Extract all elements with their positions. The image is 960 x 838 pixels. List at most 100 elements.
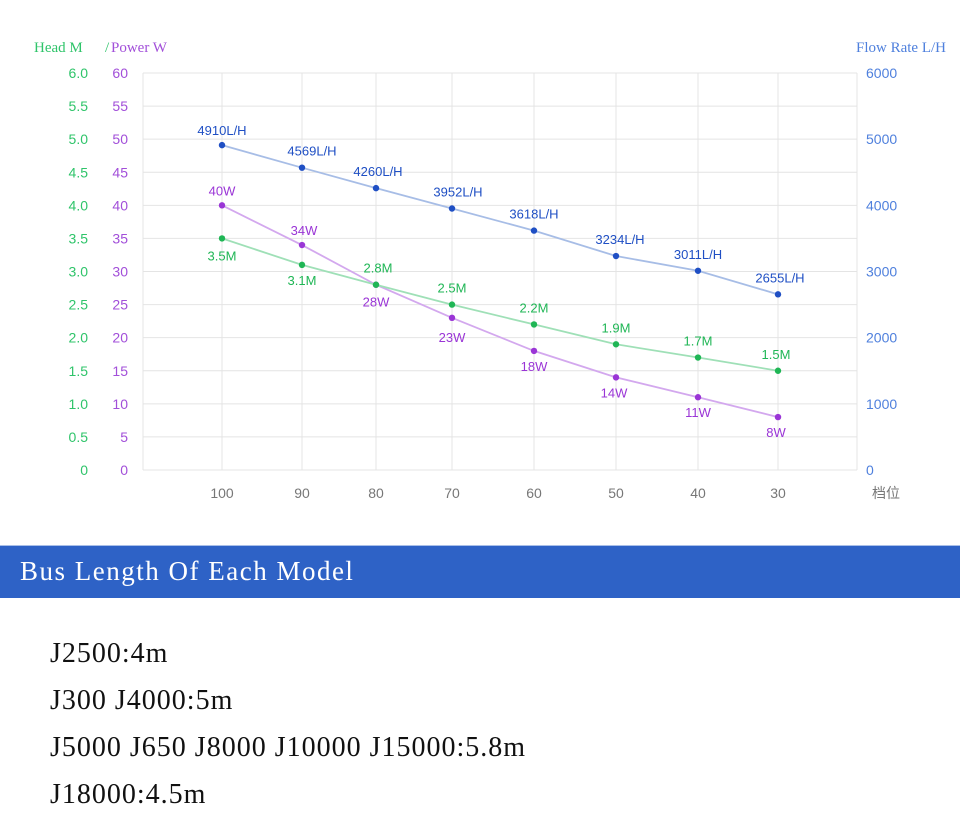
power-data-point	[448, 314, 456, 322]
power-series-line	[221, 204, 779, 418]
head-data-label: 2.5M	[438, 281, 467, 296]
section-title: Bus Length Of Each Model	[20, 556, 355, 586]
right-axis-title: Flow Rate L/H	[856, 40, 946, 56]
power-data-point	[774, 413, 782, 421]
flow-data-label: 3011L/H	[674, 247, 722, 262]
head-data-point	[448, 301, 456, 308]
power-data-label: 28W	[363, 295, 390, 310]
power-tick-label: 10	[112, 396, 128, 412]
chart-series: 4910L/H 4569L/H 4260L/H 3952L/H 3618L/H 3234L…	[197, 123, 804, 440]
power-data-point	[530, 347, 538, 355]
head-data-label: 1.5M	[762, 347, 791, 362]
flow-data-point	[774, 291, 782, 298]
power-tick-label: 15	[112, 363, 128, 379]
flow-data-label: 4569L/H	[287, 144, 336, 159]
power-data-label: 14W	[601, 385, 628, 400]
left-axis-title-head: Head M	[34, 40, 83, 56]
x-tick-label: 100	[210, 485, 234, 501]
head-tick-label: 2.5	[69, 297, 89, 313]
flow-data-point	[372, 184, 380, 192]
head-data-point	[694, 354, 702, 361]
head-tick-label: 5.5	[69, 98, 89, 114]
flow-data-point	[448, 205, 456, 212]
x-tick-label: 40	[690, 485, 706, 501]
list-item: J300 J4000:5m	[50, 685, 234, 716]
flow-data-point	[298, 164, 306, 171]
head-data-point	[372, 281, 380, 288]
x-tick-label: 60	[526, 485, 542, 501]
head-data-label: 1.7M	[684, 334, 713, 349]
list-item: J2500:4m	[50, 638, 169, 669]
head-data-label: 3.5M	[208, 248, 237, 263]
flow-data-point	[694, 267, 702, 274]
flow-tick-label: 1000	[866, 396, 897, 412]
power-data-label: 11W	[685, 405, 711, 420]
flow-series: 4910L/H 4569L/H 4260L/H 3952L/H 3618L/H 3234L…	[197, 123, 805, 298]
head-tick-label: 1.5	[69, 363, 89, 379]
model-bus-length-list: J2500:4m J300 J4000:5m J5000 J650 J8000 …	[50, 630, 526, 818]
x-unit-label: 档位	[872, 485, 900, 501]
head-data-point	[530, 321, 538, 328]
head-tick-label: 6.0	[69, 65, 89, 81]
x-tick-label: 50	[608, 485, 624, 501]
head-tick-label: 4.0	[69, 197, 89, 213]
flow-data-label: 2655L/H	[755, 270, 804, 285]
head-tick-label: 3.5	[69, 230, 89, 246]
flow-data-point	[612, 252, 620, 260]
power-data-label: 40W	[209, 183, 236, 198]
flow-tick-label: 6000	[866, 65, 897, 81]
head-tick-label: 5.0	[69, 131, 89, 147]
list-item: J18000:4.5m	[50, 779, 207, 810]
x-tick-label: 30	[770, 485, 786, 501]
power-data-label: 18W	[521, 359, 548, 374]
power-tick-label: 50	[112, 131, 128, 147]
head-series-line	[221, 237, 779, 372]
flow-data-point	[218, 141, 226, 149]
power-data-label: 23W	[439, 330, 466, 345]
flow-data-label: 4260L/H	[353, 164, 402, 179]
power-tick-label: 55	[112, 98, 128, 114]
head-data-label: 1.9M	[602, 320, 631, 335]
power-series: 40W 34W 28W 23W 18W 14W 11W 8W	[209, 183, 787, 440]
head-data-label: 2.8M	[364, 261, 393, 276]
flow-data-label: 3618L/H	[509, 207, 558, 222]
x-tick-label: 70	[444, 485, 460, 501]
x-tick-label: 90	[294, 485, 310, 501]
head-data-point	[774, 367, 782, 374]
head-data-label: 2.2M	[520, 300, 549, 315]
head-tick-label: 2.0	[69, 330, 89, 346]
head-data-point	[218, 235, 226, 242]
head-tick-label: 4.5	[69, 164, 89, 180]
power-tick-label: 0	[120, 462, 128, 478]
flow-series-line	[221, 144, 779, 296]
head-data-label: 3.1M	[288, 273, 317, 288]
power-tick-label: 30	[112, 264, 128, 280]
power-tick-label: 60	[112, 65, 128, 81]
head-tick-label: 0	[80, 462, 88, 478]
x-tick-label: 80	[368, 485, 384, 501]
power-data-point	[612, 374, 620, 381]
left-axis-title-separator: /	[105, 40, 110, 56]
power-tick-label: 5	[120, 429, 128, 445]
flow-data-label: 3234L/H	[595, 232, 644, 247]
power-data-point	[298, 241, 306, 249]
flow-data-label: 4910L/H	[197, 123, 246, 138]
head-data-point	[298, 261, 306, 269]
flow-data-point	[530, 227, 538, 234]
chart-canvas: Head M / Power W Flow Rate L/H 6.0 5.5 5.0…	[34, 40, 946, 501]
power-tick-label: 35	[112, 230, 128, 246]
head-tick-label: 0.5	[69, 429, 89, 445]
flow-tick-label: 2000	[866, 330, 897, 346]
chart-grid	[142, 72, 858, 471]
head-data-point	[612, 341, 620, 348]
power-tick-label: 40	[112, 197, 128, 213]
list-item: J5000 J650 J8000 J10000 J15000:5.8m	[50, 732, 527, 763]
flow-tick-label: 4000	[866, 197, 897, 213]
flow-tick-label: 0	[866, 462, 874, 478]
power-tick-label: 45	[112, 164, 128, 180]
power-tick-label: 20	[112, 330, 128, 346]
power-data-point	[694, 394, 702, 401]
head-tick-label: 1.0	[69, 396, 89, 412]
power-data-point	[218, 202, 226, 209]
flow-tick-label: 5000	[866, 131, 897, 147]
